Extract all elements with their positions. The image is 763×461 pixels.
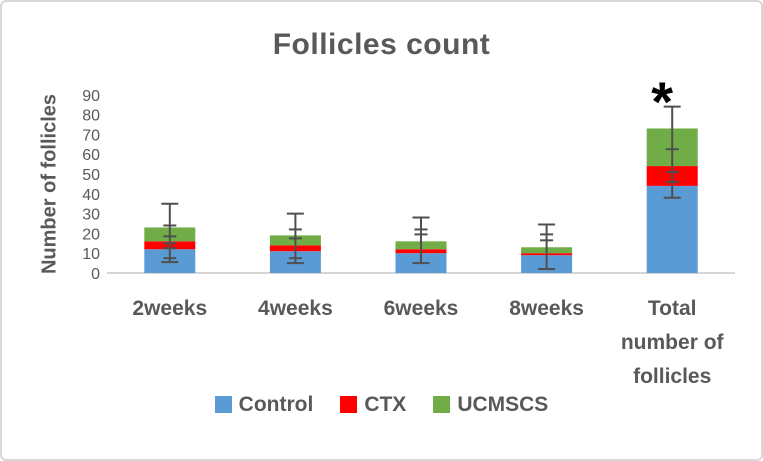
- x-category-label: 6weeks: [384, 297, 459, 320]
- y-tick-label: 80: [82, 108, 100, 125]
- y-tick-label: 10: [82, 246, 100, 263]
- y-tick-label: 90: [82, 88, 100, 105]
- bar-segment-control-5: [646, 185, 698, 273]
- y-tick-label: 50: [82, 167, 100, 184]
- legend-item-ctx: CTX: [340, 394, 406, 415]
- legend-item-control: Control: [214, 393, 314, 416]
- legend-label: UCMSCS: [457, 393, 549, 416]
- x-category-label: 2weeks: [132, 297, 207, 320]
- legend-swatch-ucmscs: [433, 396, 451, 413]
- chart-title: Follicles count: [272, 28, 491, 61]
- legend-label: CTX: [364, 393, 407, 416]
- y-tick-label: 40: [82, 187, 100, 204]
- legend-label: Control: [238, 393, 314, 416]
- x-category-label: 8weeks: [509, 297, 584, 320]
- x-category-label: 4weeks: [258, 297, 333, 320]
- y-tick-label: 30: [82, 207, 100, 224]
- legend-swatch-control: [214, 396, 232, 413]
- x-category-label: follicles: [633, 365, 711, 388]
- y-tick-label: 70: [82, 127, 100, 144]
- legend: Control CTX UCMSCS: [2, 394, 761, 415]
- y-tick-label: 0: [91, 266, 100, 283]
- x-category-label: number of: [621, 331, 725, 354]
- y-tick-label: 60: [82, 147, 100, 164]
- legend-item-ucmscs: UCMSCS: [433, 394, 548, 415]
- x-category-label: Total: [648, 297, 697, 320]
- significance-asterisk: *: [651, 70, 673, 133]
- legend-swatch-ctx: [340, 396, 358, 413]
- y-tick-label: 20: [82, 226, 100, 243]
